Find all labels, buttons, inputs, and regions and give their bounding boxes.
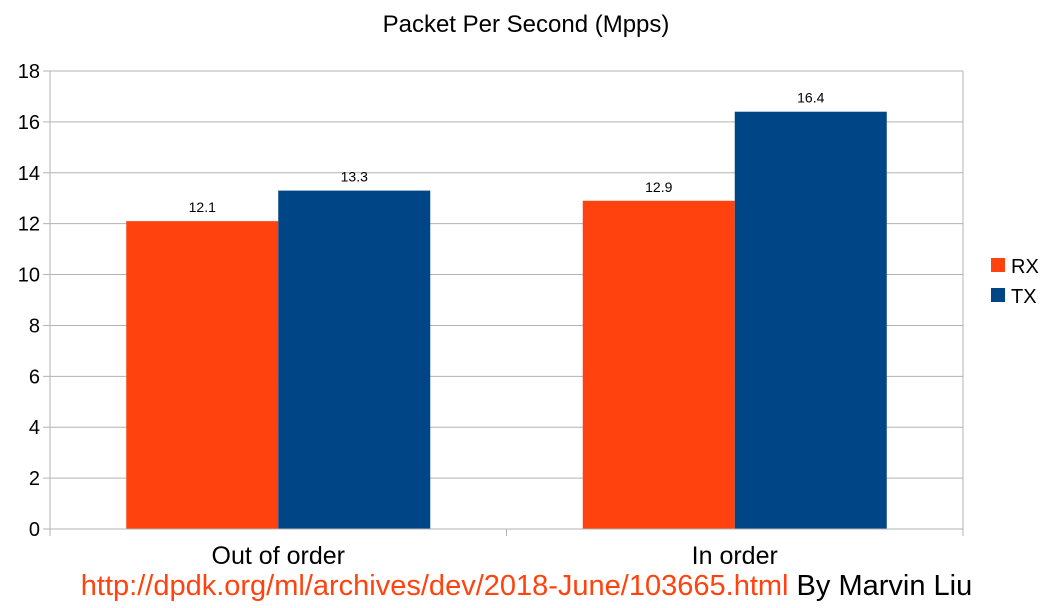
data-label: 16.4	[797, 90, 824, 106]
legend-label-rx: RX	[1011, 256, 1039, 278]
y-tick-label: 8	[29, 315, 40, 337]
bars	[126, 111, 887, 530]
data-labels: 12.1 13.3 12.9 16.4	[189, 90, 825, 215]
author-credit: By Marvin Liu	[788, 570, 973, 602]
legend-swatch-tx	[991, 288, 1005, 302]
bar-chart: Packet Per Second (Mpps) 0 2 4 6 8 10 12 14 16 18…	[18, 11, 1039, 570]
x-tick-label: Out of order	[212, 542, 345, 570]
y-tick-label: 4	[29, 417, 40, 439]
y-tick-labels: 0 2 4 6 8 10 12 14 16 18	[18, 61, 40, 541]
bar-rx	[582, 200, 735, 529]
y-tick-label: 12	[18, 214, 40, 236]
legend-swatch-rx	[991, 258, 1005, 272]
chart-title: Packet Per Second (Mpps)	[383, 11, 670, 38]
y-tick-label: 10	[18, 265, 40, 287]
y-tick-label: 14	[18, 163, 40, 185]
y-tick-label: 16	[18, 112, 40, 134]
source-footer: http://dpdk.org/ml/archives/dev/2018-Jun…	[0, 570, 1053, 603]
bar-tx	[278, 190, 431, 530]
x-tick-labels: Out of order In order	[212, 542, 778, 570]
data-label: 12.1	[189, 199, 216, 215]
data-label: 13.3	[341, 169, 368, 185]
legend-label-tx: TX	[1011, 286, 1037, 308]
bar-rx	[126, 221, 279, 529]
x-tick-label: In order	[692, 542, 778, 570]
bar-tx	[734, 111, 887, 529]
axes	[43, 70, 964, 536]
data-label: 12.9	[645, 179, 672, 195]
y-tick-label: 6	[29, 366, 40, 388]
source-link[interactable]: http://dpdk.org/ml/archives/dev/2018-Jun…	[80, 570, 789, 602]
legend: RX TX	[991, 256, 1039, 308]
y-tick-label: 0	[29, 519, 40, 541]
y-tick-label: 18	[18, 61, 40, 83]
y-tick-label: 2	[29, 468, 40, 490]
